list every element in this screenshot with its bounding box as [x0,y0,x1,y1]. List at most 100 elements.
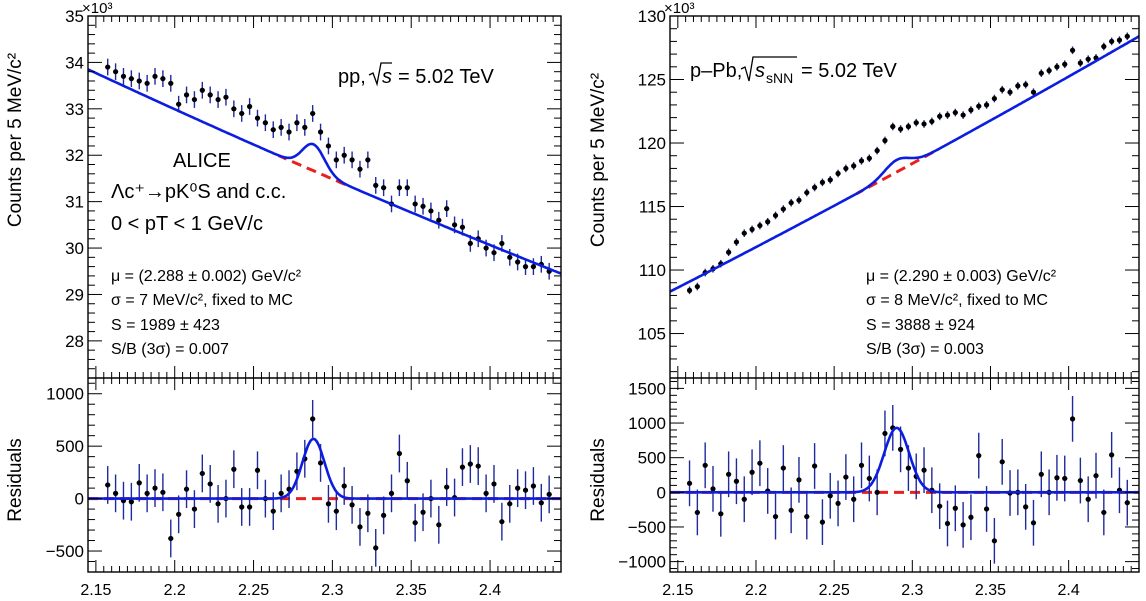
pp-residual-point [231,450,237,489]
ppb-x-tick-label: 2.3 [901,582,923,599]
pp-data-point [317,123,324,141]
pp-data-point [183,86,190,104]
ppb-residual-point [944,500,951,547]
pp-x-tick-label: 2.2 [164,582,186,599]
pp-data-point [120,67,127,85]
ppb-residual-point [686,460,693,507]
ppb-residual-point [1038,451,1044,498]
ppb-data-points [686,32,1130,295]
pp-data-point [428,202,434,220]
pp-data-point [168,74,174,92]
pp-y-axis-label: Counts per 5 MeV/c² [5,53,26,227]
pp-residual-points [105,400,552,567]
ppb-data-point [694,282,700,291]
pp-data-point [160,70,166,88]
ppb-energy-label: p–Pb, s sNN = 5.02 TeV [690,56,897,86]
pp-residual-point [136,463,142,502]
ppb-data-point [843,164,849,173]
ppb-residual-point [1085,476,1091,523]
ppb-residual-point [991,517,997,564]
pp-residual-point [381,496,387,535]
ppb-residual-point [1124,479,1130,526]
ppb-data-point [1054,62,1060,71]
pp-data-point [144,74,150,92]
pp-data-point [231,100,237,118]
pp-data-point [302,119,308,136]
ppb-data-point [1046,66,1052,75]
pp-x-tick-label: 2.15 [80,582,111,599]
ppb-data-point [921,120,927,128]
ppb-data-point [1038,69,1044,77]
pp-residual-point [176,495,182,534]
pp-axes: 2.15 2.2 2.25 2.3 2.35 2.4 28 29 30 31 32 33 34 35 −50… [46,7,562,599]
svg-text:μ = (2.290 ± 0.003) GeV/c²: μ = (2.290 ± 0.003) GeV/c² [866,268,1057,285]
ppb-x-tick-label: 2.15 [662,582,693,599]
ppb-residual-point [983,486,990,532]
ppb-residual-y-tick-label: 1500 [628,379,666,398]
ppb-y-tick-label: 125 [638,71,666,90]
pp-residual-point [538,483,544,522]
ppb-data-point [1030,88,1037,97]
pp-residual-point [546,475,552,514]
pp-residual-point [483,474,489,513]
pp-data-point [112,63,119,81]
pp-residual-fit [88,437,561,500]
pp-y-tick-label: 35 [65,7,84,26]
ppb-x-tick-label: 2.25 [819,582,850,599]
pp-residual-point [128,482,134,521]
pp-residual-point [467,445,473,483]
ppb-residual-point [710,465,716,512]
pp-residual-point [160,473,166,512]
svg-text:= 5.02 TeV: = 5.02 TeV [801,60,897,82]
decay-channel-label: Λc⁺→pK⁰S and c.c. [111,181,286,203]
pp-residual-point [388,474,395,513]
pp-data-point [223,88,229,106]
svg-text:σ = 8 MeV/c², fixed to MC: σ = 8 MeV/c², fixed to MC [866,292,1048,309]
pp-total-fit [88,68,561,275]
pp-exponent-label: ×10³ [82,0,112,17]
pp-main-marks [88,58,561,280]
ppb-residual-y-axis-label: Residuals [588,438,609,521]
pp-residual-y-tick-label: 1000 [46,385,84,404]
pp-data-point [239,105,245,122]
ppb-data-point [882,136,888,145]
ppb-data-point [1109,37,1115,46]
ppb-y-tick-label: 110 [639,261,666,280]
ppb-data-point [788,198,794,207]
ppb-data-point [1007,88,1013,97]
ppb-residual-point [866,455,872,502]
pp-residual-point [499,502,505,541]
pp-y-tick-label: 33 [65,100,84,119]
ppb-residual-point [796,456,802,503]
pp-residual-point [278,474,284,513]
ppb-residual-point [960,502,966,548]
svg-text:S = 3888 ± 924: S = 3888 ± 924 [866,317,975,334]
pp-data-point [483,239,489,257]
ppb-residual-point [765,468,771,514]
ppb-data-point [1023,80,1029,89]
pp-residual-point [199,454,205,493]
ppb-data-point [733,238,740,246]
pp-residual-marks [88,400,561,567]
pp-y-tick-label: 29 [65,285,84,304]
pp-residual-point [412,503,418,542]
ppb-residual-point [851,476,857,523]
pp-residual-point [168,519,174,558]
ppb-data-point [874,146,880,155]
ppb-data-point [819,178,826,187]
pp-residual-point [254,451,261,490]
pp-data-point [136,72,142,90]
pp-data-point [357,160,363,178]
pp-energy-label: pp, s = 5.02 TeV [338,62,494,88]
ppb-data-point [796,196,802,204]
ppb-residual-point [733,458,740,505]
ppb-residual-point [976,432,982,479]
ppb-residual-marks [670,396,1139,564]
pp-residual-point [239,488,245,526]
ppb-data-point [804,188,810,197]
ppb-x-tick-label: 2.4 [1058,582,1080,599]
pp-residual-point [215,484,221,523]
pp-data-point [310,105,316,122]
ppb-data-point [890,122,896,131]
pp-x-tick-label: 2.4 [479,582,501,599]
